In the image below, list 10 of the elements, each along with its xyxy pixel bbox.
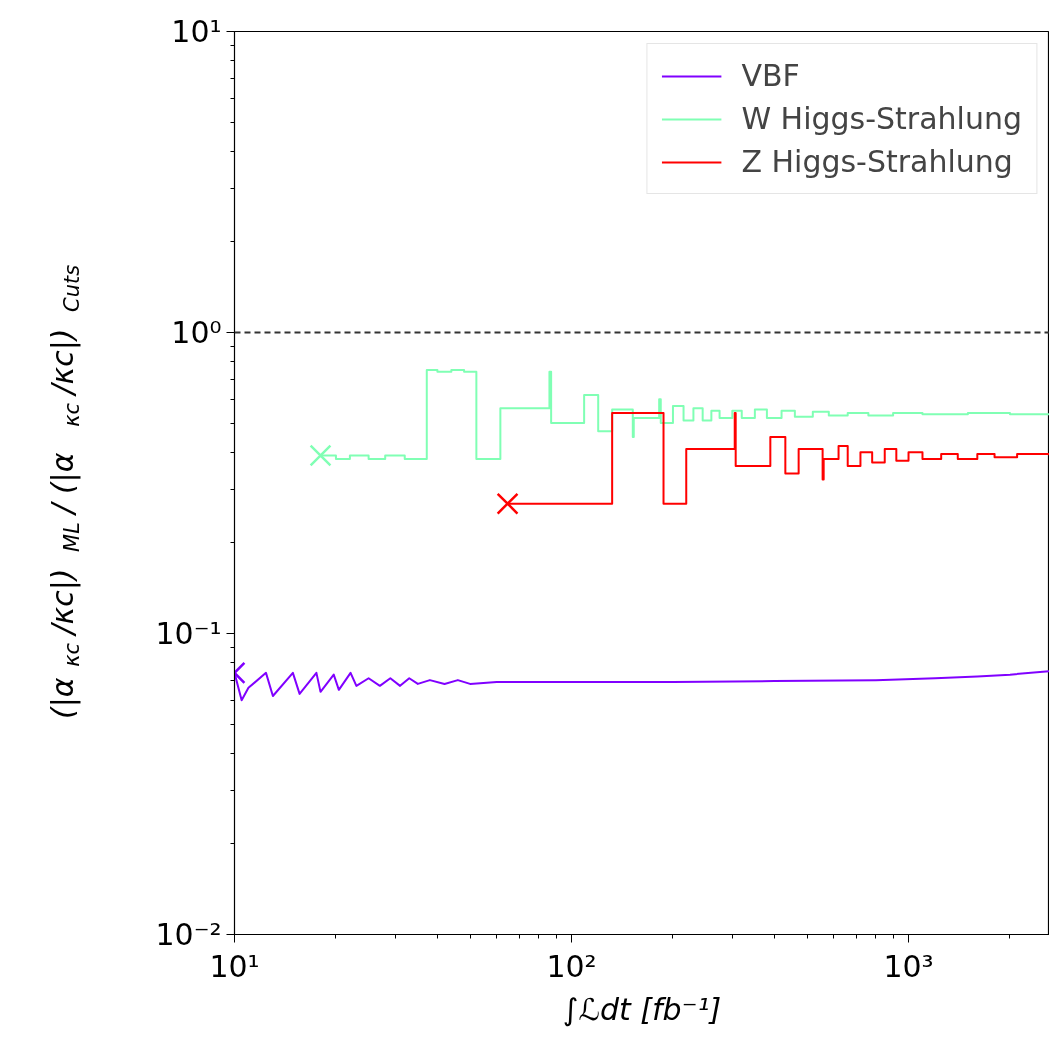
legend-label: W Higgs-Strahlung <box>741 101 1022 136</box>
x-axis-title: ∫ℒdt [fb⁻¹] <box>562 991 722 1027</box>
y-axis-title: (|ακc/κc|)ML / (|ακc/κc|)Cuts <box>45 264 84 720</box>
y-tick-label: 10¹ <box>171 14 222 49</box>
legend-label: VBF <box>741 58 800 93</box>
y-tick-label: 10⁰ <box>171 315 222 350</box>
x-tick-label: 10² <box>546 948 597 984</box>
y-tick-label: 10⁻¹ <box>155 616 222 651</box>
legend-label: Z Higgs-Strahlung <box>741 144 1013 179</box>
x-tick-label: 10³ <box>883 948 934 984</box>
